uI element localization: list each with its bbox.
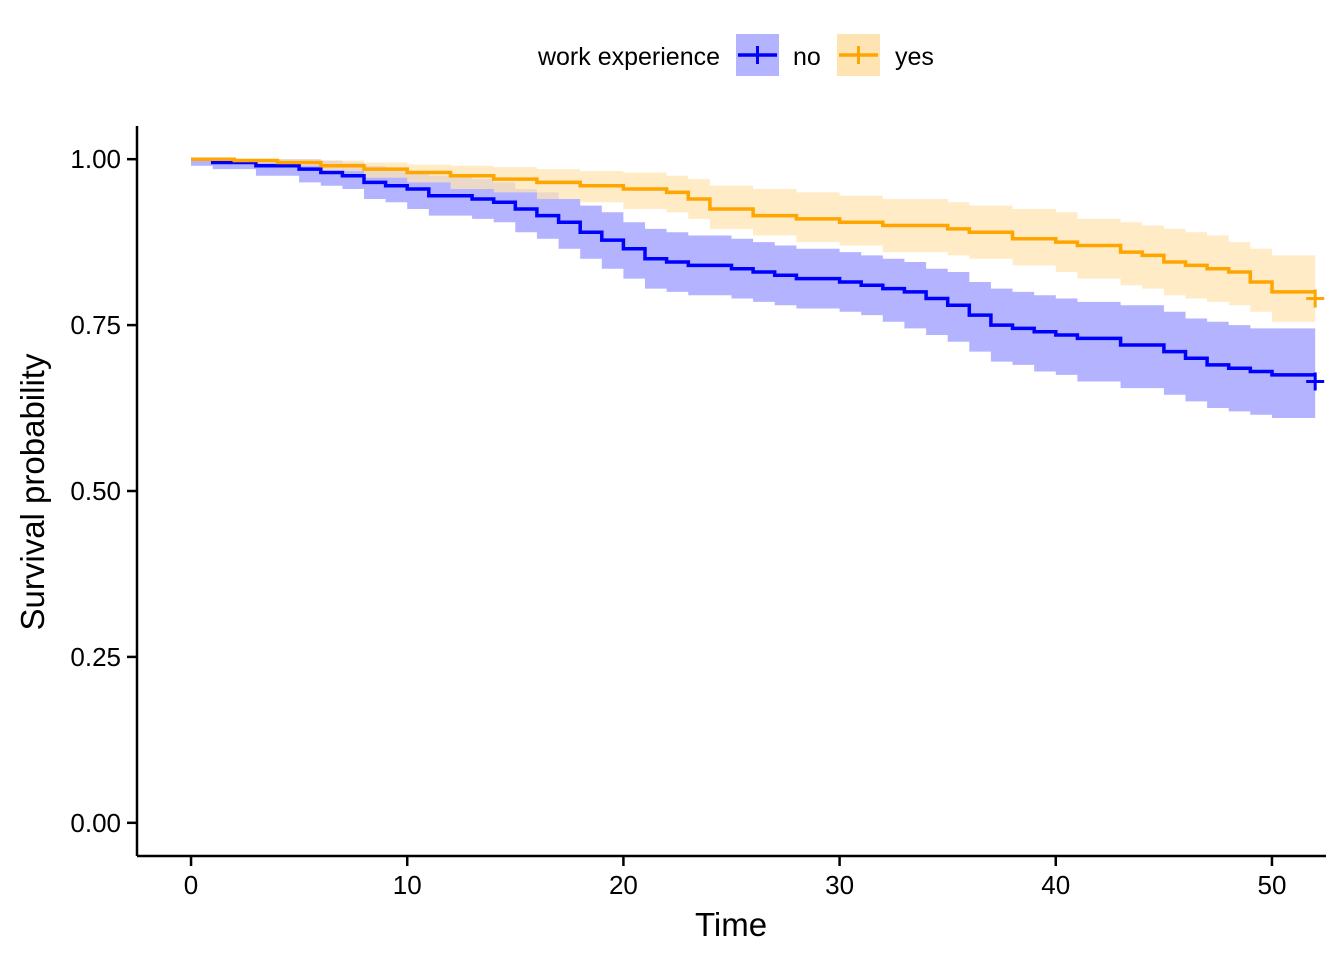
survival-curve-yes xyxy=(191,157,1316,294)
censor-marks xyxy=(1306,289,1325,391)
x-tick-label-5: 50 xyxy=(1257,870,1286,900)
legend: work experience no yes xyxy=(537,34,934,76)
censor-mark-no xyxy=(1306,372,1325,391)
confidence-bands xyxy=(191,159,1316,418)
y-axis-title: Survival probability xyxy=(14,353,51,630)
confidence-band-no xyxy=(191,159,1316,418)
x-tick-label-0: 0 xyxy=(184,870,198,900)
axes: 0 10 20 30 40 50 0.00 0.25 0.50 0.75 1.00 xyxy=(70,126,1326,900)
y-tick-label-1: 0.25 xyxy=(70,642,121,672)
legend-item-yes: yes xyxy=(837,34,934,76)
censor-mark-yes xyxy=(1306,289,1325,308)
x-tick-label-4: 40 xyxy=(1041,870,1070,900)
x-axis-title: Time xyxy=(695,906,767,943)
x-tick-label-1: 10 xyxy=(393,870,422,900)
legend-item-no: no xyxy=(736,34,821,76)
legend-title: work experience xyxy=(537,43,720,71)
y-tick-label-2: 0.50 xyxy=(70,476,121,506)
y-tick-label-3: 0.75 xyxy=(70,310,121,340)
survival-curve-no xyxy=(191,157,1316,377)
y-tick-label-0: 0.00 xyxy=(70,808,121,838)
legend-label-yes: yes xyxy=(895,43,934,71)
y-tick-label-4: 1.00 xyxy=(70,144,121,174)
legend-label-no: no xyxy=(793,43,821,71)
confidence-band-yes xyxy=(191,159,1316,322)
survival-curves xyxy=(191,157,1316,377)
x-tick-label-3: 30 xyxy=(825,870,854,900)
x-tick-label-2: 20 xyxy=(609,870,638,900)
